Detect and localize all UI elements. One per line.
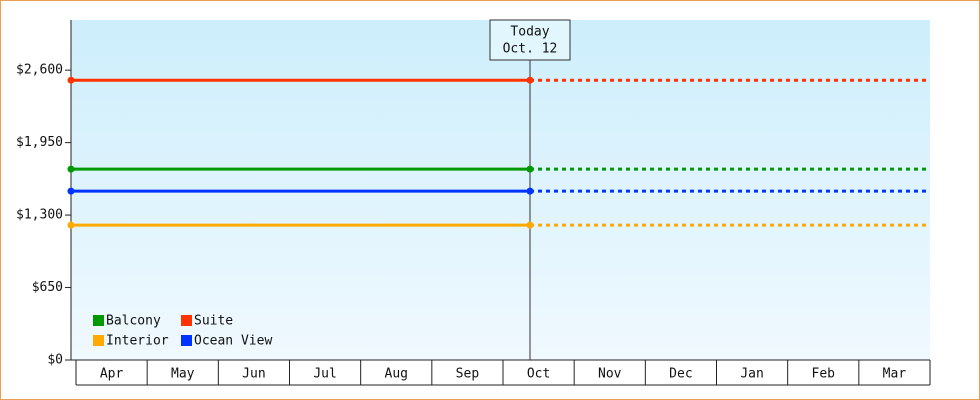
x-tick-label: Nov <box>598 367 622 382</box>
y-tick-label: $1,950 <box>16 135 63 150</box>
point <box>526 187 534 195</box>
x-tick-label: Dec <box>669 367 692 382</box>
today-date: Oct. 12 <box>503 42 558 57</box>
y-tick-label: $0 <box>47 353 63 368</box>
y-tick-label: $1,300 <box>16 208 63 223</box>
today-label: Today <box>510 25 549 40</box>
legend-label: Interior <box>106 334 169 349</box>
point <box>67 221 75 229</box>
legend-swatch <box>93 315 104 326</box>
y-tick-label: $2,600 <box>16 63 63 78</box>
legend-swatch <box>181 335 192 346</box>
x-tick-label: Jun <box>242 367 265 382</box>
x-tick-label: Jan <box>740 367 763 382</box>
x-tick-label: Oct <box>527 367 550 382</box>
x-tick-label: May <box>171 367 195 382</box>
x-tick-label: Sep <box>456 367 480 382</box>
legend-label: Suite <box>194 314 233 329</box>
point <box>526 76 534 84</box>
y-tick-label: $650 <box>32 280 63 295</box>
x-tick-label: Jul <box>313 367 336 382</box>
point <box>67 76 75 84</box>
point <box>67 187 75 195</box>
point <box>67 165 75 173</box>
legend-swatch <box>181 315 192 326</box>
today-box <box>489 19 571 61</box>
point <box>526 221 534 229</box>
legend-label: Balcony <box>106 314 161 329</box>
x-tick-label: Feb <box>812 367 836 382</box>
point <box>526 165 534 173</box>
legend-label: Ocean View <box>194 334 272 349</box>
x-tick-label: Apr <box>100 367 124 382</box>
x-tick-label: Aug <box>385 367 408 382</box>
legend-swatch <box>93 335 104 346</box>
x-tick-label: Mar <box>883 367 907 382</box>
